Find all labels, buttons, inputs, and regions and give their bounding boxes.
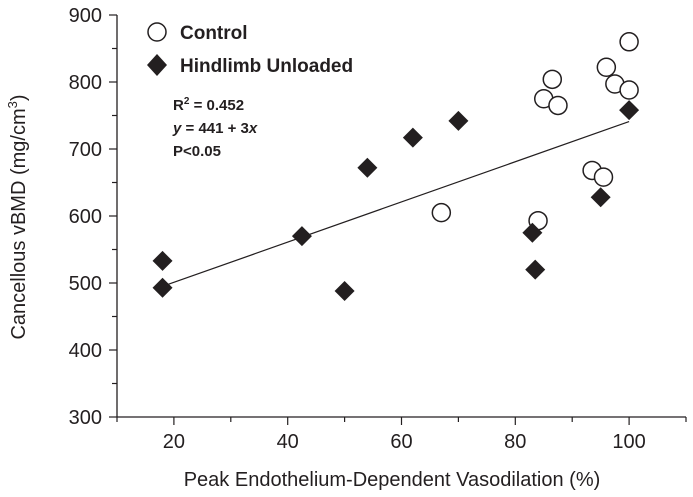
- hindlimb-unloaded-point: [522, 222, 543, 243]
- control-point: [542, 69, 563, 90]
- hindlimb-unloaded-point: [402, 127, 423, 148]
- y-axis-title-sup: 3: [5, 101, 20, 108]
- hindlimb-unloaded-point: [525, 259, 546, 280]
- data-points: [152, 32, 640, 302]
- hindlimb-unloaded-point: [152, 277, 173, 298]
- y-tick-label: 800: [69, 72, 102, 94]
- control-point: [593, 167, 614, 187]
- equation-y: y: [172, 120, 182, 137]
- hindlimb-unloaded-point: [590, 187, 611, 208]
- legend: Control Hindlimb Unloaded: [147, 22, 353, 77]
- x-tick-label: 80: [504, 431, 526, 453]
- legend-unloaded-marker: [147, 54, 167, 76]
- control-point: [619, 80, 639, 100]
- hindlimb-unloaded-point: [291, 226, 312, 247]
- legend-control-marker: [147, 22, 167, 42]
- equation-middle: = 441 + 3: [181, 120, 249, 137]
- y-axis-title-close: ): [8, 94, 30, 101]
- r-squared-base: R: [173, 97, 184, 114]
- equation-x: x: [248, 120, 258, 137]
- hindlimb-unloaded-point: [334, 281, 355, 302]
- y-axis-title-main: Cancellous vBMD (mg/cm: [8, 108, 30, 339]
- ticks: 20 40 60 80 100 300 400 500 600 700 800 900: [69, 5, 687, 453]
- control-point: [548, 95, 568, 116]
- legend-unloaded-label: Hindlimb Unloaded: [180, 56, 353, 77]
- y-tick-label: 700: [69, 139, 102, 161]
- y-tick-label: 600: [69, 206, 102, 228]
- regression-line: [162, 120, 630, 287]
- regression-equation: y = 441 + 3x: [172, 120, 258, 137]
- r-squared-text: R2 = 0.452: [173, 96, 244, 114]
- x-tick-label: 100: [612, 431, 645, 453]
- x-tick-label: 60: [390, 431, 412, 453]
- hindlimb-unloaded-point: [357, 157, 378, 178]
- hindlimb-unloaded-point: [619, 100, 640, 121]
- x-axis-title: Peak Endothelium-Dependent Vasodilation …: [184, 469, 601, 491]
- x-tick-label: 20: [163, 431, 185, 453]
- stats-annotation: R2 = 0.452 y = 441 + 3x P<0.05: [172, 96, 258, 160]
- y-tick-label: 500: [69, 273, 102, 295]
- y-tick-label: 900: [69, 5, 102, 27]
- x-tick-label: 40: [277, 431, 299, 453]
- regression-group: [162, 120, 630, 287]
- control-point: [596, 57, 617, 78]
- p-value-text: P<0.05: [173, 143, 221, 160]
- r-squared-sup: 2: [184, 96, 190, 107]
- y-tick-label: 400: [69, 340, 102, 362]
- y-tick-label: 300: [69, 407, 102, 429]
- legend-control-label: Control: [180, 23, 248, 44]
- y-axis-title: Cancellous vBMD (mg/cm3): [5, 94, 30, 339]
- hindlimb-unloaded-point: [448, 110, 469, 131]
- control-point: [431, 202, 452, 223]
- hindlimb-unloaded-point: [152, 250, 173, 271]
- r-squared-value: = 0.452: [189, 97, 244, 114]
- control-point: [619, 32, 639, 52]
